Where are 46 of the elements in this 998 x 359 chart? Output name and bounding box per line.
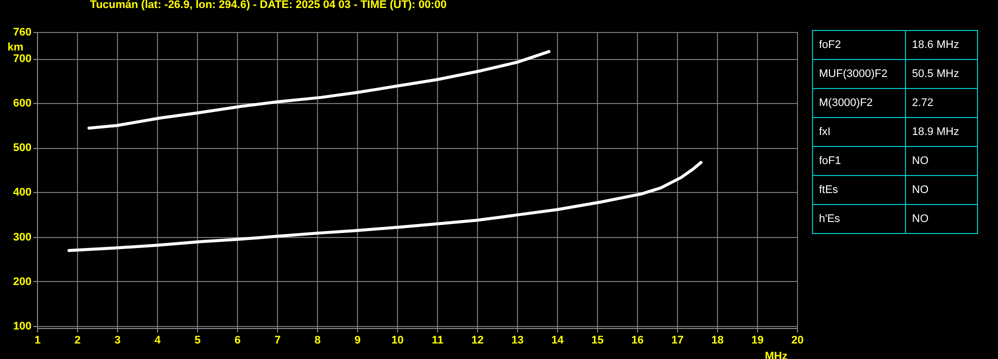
x-tick-label: 20 bbox=[791, 334, 804, 346]
y-tick-label: 700 bbox=[13, 53, 32, 66]
line-series bbox=[68, 160, 702, 252]
x-tick-label: 1 bbox=[34, 334, 41, 346]
y-tick-label: 600 bbox=[13, 98, 32, 110]
x-tick-label: 9 bbox=[354, 334, 361, 346]
x-tick-label: 6 bbox=[234, 334, 241, 346]
x-tick-label: 7 bbox=[274, 334, 281, 346]
text: foF2 bbox=[812, 30, 906, 60]
x-tick-label: 12 bbox=[471, 334, 484, 346]
text: NO bbox=[906, 176, 978, 204]
x-tick-label: 15 bbox=[591, 334, 604, 346]
x-tick-label: 3 bbox=[114, 334, 121, 346]
x-tick-label: 16 bbox=[631, 334, 644, 346]
line-series bbox=[88, 50, 550, 130]
y-axis-title: km bbox=[8, 42, 24, 54]
text: fxI bbox=[812, 118, 906, 146]
text: h'Es bbox=[812, 204, 906, 234]
chart-title: Tucumán (lat: -26.9, lon: 294.6) - DATE: 2025 04 03 - TIME (UT): 00:00 bbox=[90, 0, 447, 11]
y-tick-label: 100 bbox=[13, 320, 32, 332]
text: 18.9 MHz bbox=[906, 118, 978, 146]
x-tick-label: 14 bbox=[551, 334, 564, 346]
x-tick-label: 2 bbox=[74, 334, 81, 346]
y-tick-label: 760 bbox=[13, 26, 32, 38]
x-tick-label: 10 bbox=[391, 334, 404, 346]
text: 2.72 bbox=[906, 88, 978, 118]
text: NO bbox=[906, 146, 978, 176]
text: ftEs bbox=[812, 176, 906, 204]
text: MUF(3000)F2 bbox=[812, 60, 906, 88]
text: NO bbox=[906, 204, 978, 234]
x-tick-label: 13 bbox=[511, 334, 524, 346]
x-tick-label: 17 bbox=[671, 334, 684, 346]
x-tick-label: 8 bbox=[314, 334, 321, 346]
y-tick-label: 300 bbox=[13, 231, 32, 244]
text: foF1 bbox=[812, 146, 906, 176]
x-tick-label: 18 bbox=[711, 334, 724, 346]
y-tick-label: 200 bbox=[13, 276, 32, 288]
y-tick-label: 500 bbox=[13, 142, 32, 154]
x-tick-label: 5 bbox=[194, 334, 201, 346]
x-tick-label: 19 bbox=[751, 334, 764, 346]
y-tick-label: 400 bbox=[13, 186, 32, 199]
text: 50.5 MHz bbox=[906, 60, 978, 88]
x-tick-label: 4 bbox=[154, 334, 162, 346]
text: M(3000)F2 bbox=[812, 88, 906, 118]
x-tick-label: 11 bbox=[432, 334, 444, 346]
text: 18.6 MHz bbox=[906, 30, 978, 60]
